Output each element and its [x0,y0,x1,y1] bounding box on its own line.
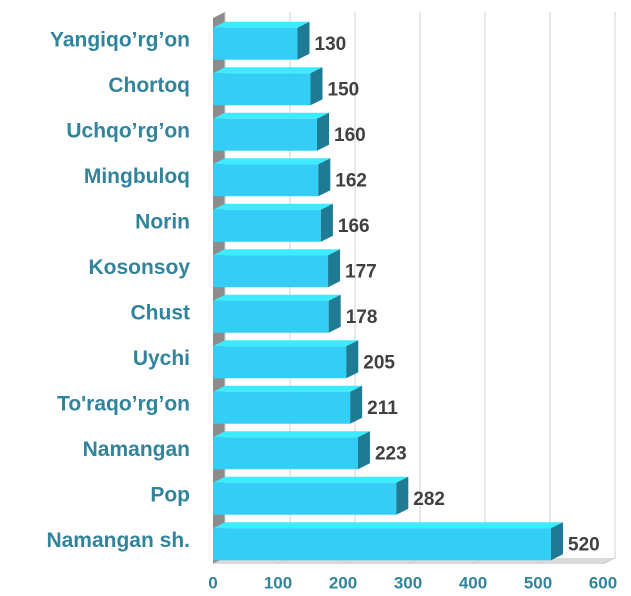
bar [213,346,347,379]
grid-line [602,12,616,565]
bar-top [213,476,409,483]
y-tick-label: Mingbuloq [84,165,190,188]
y-tick-label: Pop [150,483,190,506]
bar-side [551,522,563,561]
bar-top [213,203,333,210]
bar-side [357,431,370,470]
bar-side [318,158,331,197]
value-label: 520 [568,534,600,555]
bar-side [346,340,359,379]
bar-top [213,249,341,256]
x-tick-label: 300 [394,573,422,592]
value-label: 162 [335,170,367,191]
bar-top [213,340,359,347]
value-label: 160 [334,125,366,146]
value-label: 130 [315,34,347,55]
y-tick-label: To'raqo’rg’on [57,392,190,415]
bar-side [320,203,333,242]
y-tick-label: Kosonsoy [88,256,190,279]
bar-top [213,522,563,529]
bar [213,73,311,106]
x-tick-label: 0 [208,573,217,592]
bar [213,528,551,561]
y-tick-label: Namangan sh. [46,529,190,552]
bar [213,437,358,470]
bar-top [213,67,323,74]
bar-side [297,21,310,60]
value-label: 150 [328,79,360,100]
value-label: 166 [338,216,370,237]
bar [213,164,319,197]
grid-line [407,12,421,565]
bar [213,255,329,288]
value-label: 211 [367,398,398,419]
bar-side [350,385,363,424]
y-tick-label: Namangan [83,438,190,461]
value-label: 223 [375,443,407,464]
bar-top [213,21,310,28]
grid-line [537,12,551,565]
value-label: 178 [346,307,378,328]
y-tick-label: Uychi [133,347,190,370]
bar-side [310,67,323,106]
x-tick-label: 200 [329,573,357,592]
x-tick-label: 500 [524,573,552,592]
bar [213,27,298,60]
bar [213,391,351,424]
y-tick-label: Norin [135,210,190,233]
y-tick-label: Chortoq [108,74,190,97]
value-label: 205 [363,352,395,373]
bar-side [328,249,341,288]
value-label: 282 [413,489,445,510]
bar-top [213,112,329,119]
value-label: 177 [345,261,377,282]
bar-side [396,476,409,515]
y-tick-label: Uchqo’rg’on [66,119,190,142]
bar [213,118,317,151]
bar [213,209,321,242]
bar-top [213,158,331,165]
bar [213,482,397,515]
grid-line [472,12,486,565]
bar [213,300,329,333]
x-tick-label: 100 [264,573,292,592]
x-tick-label: 400 [459,573,487,592]
x-tick-label: 600 [589,573,617,592]
bar-top [213,431,370,438]
bar-side [317,112,329,151]
y-tick-label: Yangiqo’rg’on [50,28,190,51]
y-tick-label: Chust [131,301,191,324]
bar-side [328,294,341,333]
bar-top [213,385,363,392]
bar-top [213,294,341,301]
